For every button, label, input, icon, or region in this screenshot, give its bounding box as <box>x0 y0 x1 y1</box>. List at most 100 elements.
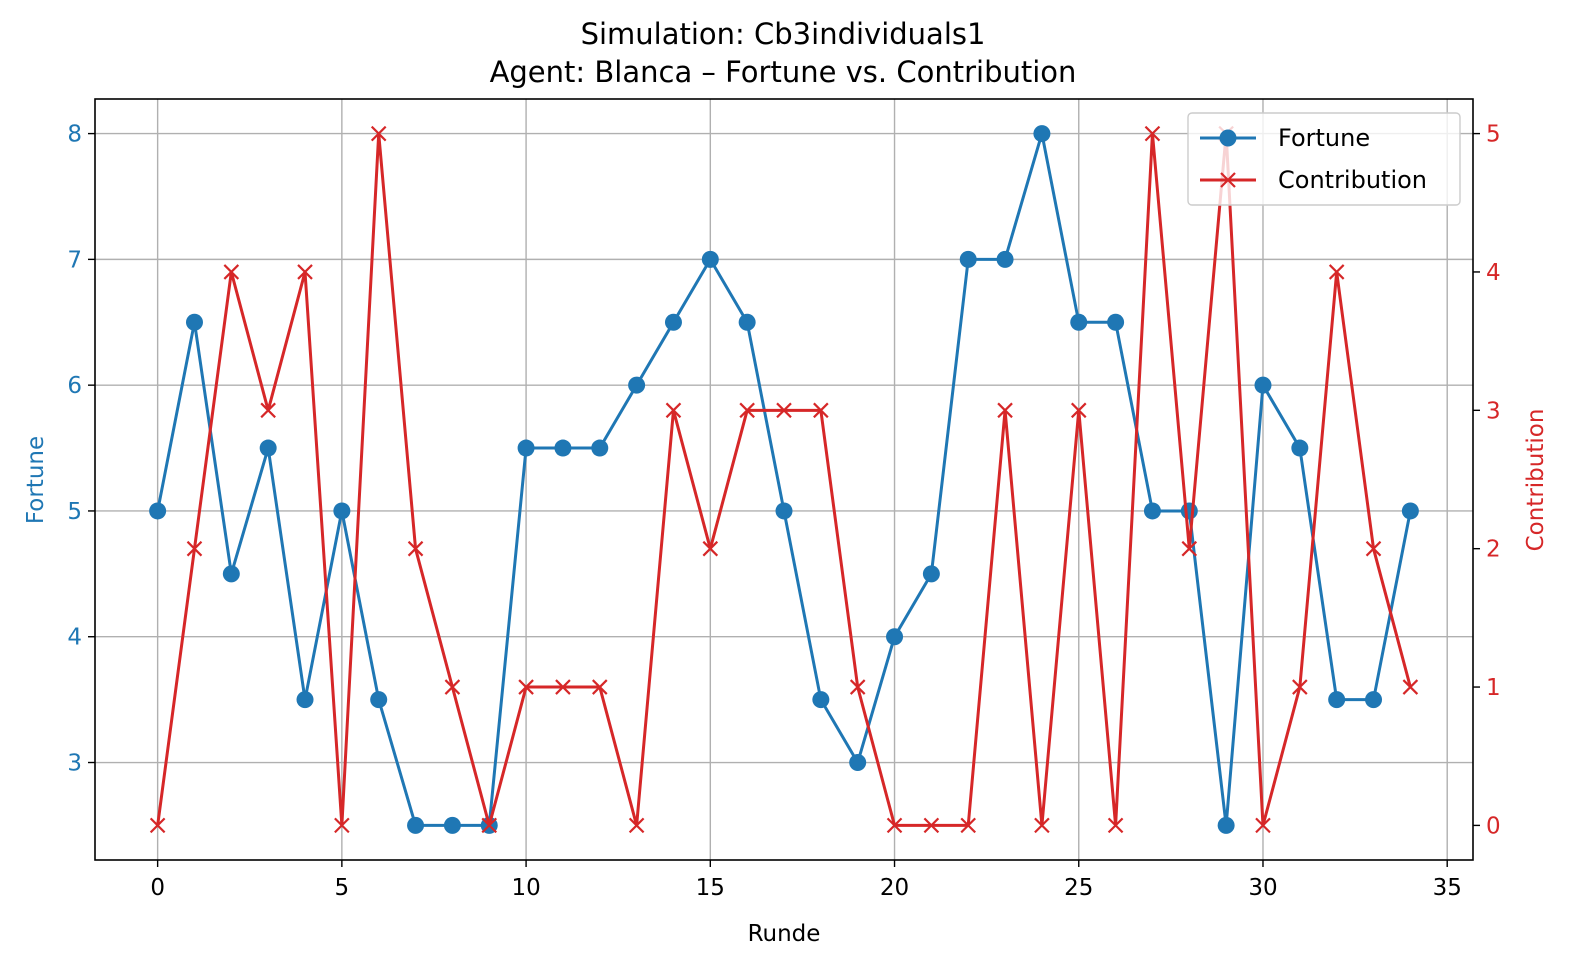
contribution-point <box>149 817 166 834</box>
plot-frame <box>94 98 1474 861</box>
y-right-tick-label: 1 <box>1486 675 1501 701</box>
fortune-point <box>222 565 240 583</box>
x-marker-stroke <box>444 679 461 695</box>
y-left-tick-label: 3 <box>67 751 82 777</box>
x-marker-stroke <box>1070 402 1087 419</box>
contribution-point <box>223 264 240 280</box>
x-marker-stroke <box>1255 817 1271 834</box>
chart-subtitle: Agent: Blanca – Fortune vs. Contribution <box>490 55 1077 89</box>
grid <box>95 99 1473 860</box>
legend-marker <box>1220 172 1236 188</box>
fortune-point <box>1365 691 1383 709</box>
contribution-point <box>334 817 350 834</box>
x-marker-stroke <box>923 817 940 834</box>
contribution-point <box>481 817 498 834</box>
contribution-point <box>960 817 977 834</box>
y-left-tick-label: 4 <box>67 625 82 651</box>
series-contribution <box>149 125 1419 834</box>
x-marker-stroke <box>481 817 498 834</box>
fortune-point <box>664 313 682 331</box>
x-marker-stroke <box>1402 679 1419 695</box>
x-marker-stroke <box>1144 125 1161 142</box>
x-marker-stroke <box>555 679 571 695</box>
y-left-tick-label: 6 <box>67 373 82 399</box>
x-marker-stroke <box>149 817 166 834</box>
x-marker-stroke <box>739 402 755 419</box>
fortune-point <box>701 250 719 268</box>
fortune-point <box>1107 313 1125 331</box>
fortune-point <box>370 691 388 709</box>
fortune-point <box>407 816 425 834</box>
x-marker-stroke <box>1365 540 1382 557</box>
fortune-point <box>812 691 830 709</box>
contribution-point <box>1107 817 1124 834</box>
legend-item-fortune: Fortune <box>1200 124 1370 152</box>
fortune-point <box>1291 439 1309 457</box>
contribution-point <box>813 402 829 419</box>
x-marker-stroke <box>628 817 645 834</box>
contribution-point <box>518 679 534 695</box>
axes: 0 5 10 15 20 25 30 35 3 4 5 6 7 8 0 1 2 3 4 5 <box>67 122 1500 901</box>
fortune-line <box>156 132 1412 827</box>
x-tick-label: 10 <box>511 875 540 901</box>
legend: Fortune Contribution <box>1187 112 1461 206</box>
legend-marker <box>1219 129 1237 147</box>
x-marker-stroke <box>886 817 903 834</box>
contribution-point <box>776 402 792 419</box>
contribution-point <box>186 540 203 557</box>
x-marker-stroke <box>260 402 276 419</box>
x-marker-stroke <box>297 264 313 280</box>
fortune-point <box>1217 816 1235 834</box>
contribution-point <box>297 264 313 280</box>
fortune-point <box>849 754 867 772</box>
series-fortune <box>149 125 1419 834</box>
x-axis-label: Runde <box>748 921 821 947</box>
x-marker-stroke <box>1292 679 1308 695</box>
contribution-point <box>1365 540 1382 557</box>
fortune-point <box>1143 502 1161 520</box>
fortune-point <box>886 628 904 646</box>
x-marker-stroke <box>997 402 1013 419</box>
fortune-point <box>259 439 277 457</box>
y-axis-left-label: Fortune <box>23 436 49 524</box>
x-marker-stroke <box>407 540 424 557</box>
x-marker-stroke <box>1034 817 1050 834</box>
fortune-point <box>1328 691 1346 709</box>
contribution-point <box>1034 817 1050 834</box>
y-right-tick-label: 4 <box>1486 260 1501 286</box>
y-left-tick-label: 7 <box>67 247 82 273</box>
x-tick-label: 35 <box>1433 875 1462 901</box>
x-marker-stroke <box>370 125 387 142</box>
x-tick-label: 5 <box>335 875 350 901</box>
fortune-point <box>185 313 203 331</box>
y-axis-right-label: Contribution <box>1523 409 1549 552</box>
x-marker-stroke <box>223 264 240 280</box>
y-right-tick-label: 0 <box>1486 813 1501 839</box>
series-layer <box>149 125 1419 834</box>
fortune-point <box>959 250 977 268</box>
fortune-point <box>738 313 756 331</box>
contribution-point <box>1070 402 1087 419</box>
fortune-point <box>1180 502 1198 520</box>
x-marker-stroke <box>1181 540 1198 557</box>
contribution-point <box>886 817 903 834</box>
y-right-tick-label: 2 <box>1486 537 1501 563</box>
x-marker-stroke <box>776 402 792 419</box>
fortune-point <box>591 439 609 457</box>
x-marker-stroke <box>334 817 350 834</box>
x-tick-label: 0 <box>150 875 165 901</box>
contribution-point <box>849 679 866 695</box>
legend-box <box>1187 112 1461 206</box>
fortune-point <box>443 816 461 834</box>
legend-label: Fortune <box>1278 124 1370 152</box>
x-marker-stroke <box>813 402 829 419</box>
x-tick-label: 20 <box>880 875 909 901</box>
x-marker-stroke <box>1328 264 1345 280</box>
x-tick-label: 30 <box>1248 875 1277 901</box>
x-marker-stroke <box>1107 817 1124 834</box>
fortune-point <box>628 376 646 394</box>
chart-title: Simulation: Cb3individuals1 <box>581 17 986 51</box>
contribution-point <box>1292 679 1308 695</box>
contribution-point <box>370 125 387 142</box>
